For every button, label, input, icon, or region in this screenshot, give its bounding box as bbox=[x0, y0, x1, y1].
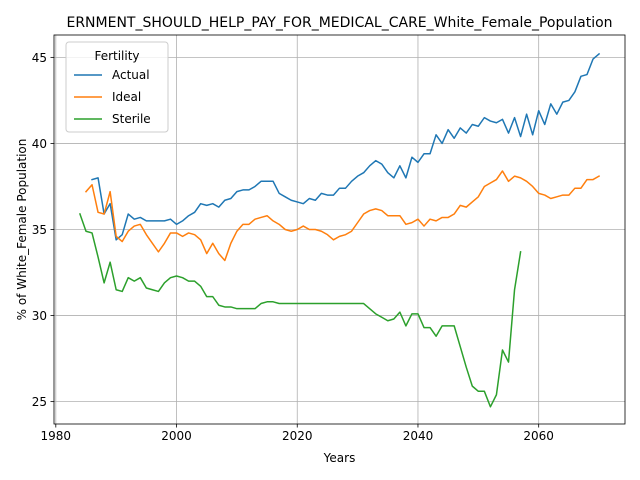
legend-label-sterile: Sterile bbox=[112, 112, 151, 126]
grid-lines bbox=[54, 35, 625, 424]
x-tick-label: 2060 bbox=[523, 429, 554, 443]
y-tick-label: 40 bbox=[32, 137, 47, 151]
y-tick-label: 30 bbox=[32, 309, 47, 323]
y-tick-label: 25 bbox=[32, 395, 47, 409]
series-lines bbox=[78, 52, 601, 408]
legend-items: Actual Ideal Sterile bbox=[74, 68, 151, 126]
x-tick-label: 2020 bbox=[282, 429, 313, 443]
series-line-ideal bbox=[84, 170, 601, 262]
y-axis-label: % of White_Female Population bbox=[15, 139, 29, 321]
x-tick-label: 2000 bbox=[161, 429, 192, 443]
series-line-actual bbox=[91, 52, 601, 241]
y-axis: 25 30 35 40 45 bbox=[32, 51, 54, 409]
y-tick-label: 45 bbox=[32, 51, 47, 65]
legend-box bbox=[65, 41, 169, 133]
series-line-sterile bbox=[78, 213, 522, 408]
x-tick-label: 1980 bbox=[41, 429, 72, 443]
x-axis: 1980 2000 2020 2040 2060 bbox=[41, 424, 554, 443]
legend-label-actual: Actual bbox=[112, 68, 150, 82]
chart-title: ERNMENT_SHOULD_HELP_PAY_FOR_MEDICAL_CARE… bbox=[66, 15, 612, 31]
legend: Fertility Actual Ideal Sterile bbox=[65, 41, 169, 133]
legend-label-ideal: Ideal bbox=[112, 90, 141, 104]
legend-title: Fertility bbox=[94, 49, 139, 63]
x-axis-label: Years bbox=[323, 451, 356, 465]
y-tick-label: 35 bbox=[32, 223, 47, 237]
x-tick-label: 2040 bbox=[403, 429, 434, 443]
